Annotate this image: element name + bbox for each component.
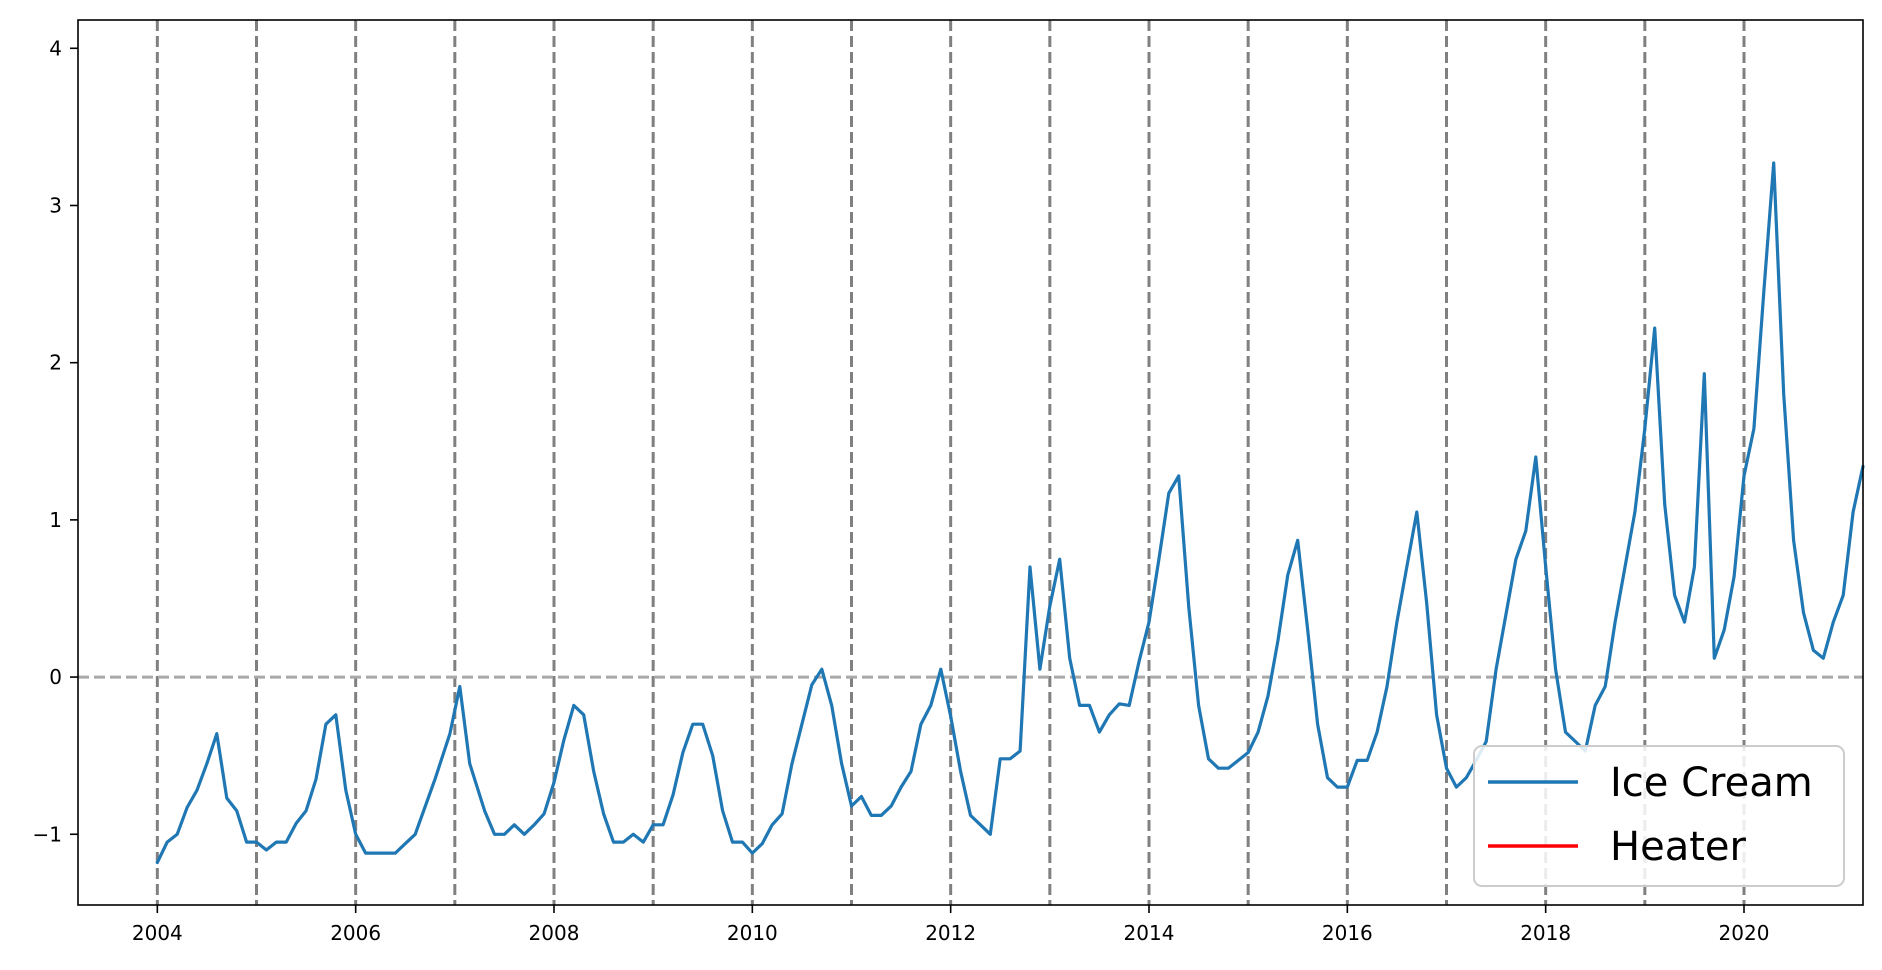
plot-frame [77, 19, 1864, 906]
x-tick-label: 2012 [925, 921, 976, 945]
y-tick-label: −1 [33, 822, 62, 846]
y-tick-label: 4 [49, 36, 62, 60]
plot-border [77, 19, 1864, 906]
x-tick-label: 2006 [330, 921, 381, 945]
x-tick-label: 2016 [1322, 921, 1373, 945]
legend-label: Ice Cream [1610, 760, 1813, 806]
x-tick-label: 2004 [132, 921, 183, 945]
x-tick-label: 2010 [727, 921, 778, 945]
x-tick-label: 2014 [1124, 921, 1175, 945]
y-tick-label: 3 [49, 193, 62, 217]
x-axis: 2004 2006 2008 2010 2012 2014 2016 2018 2020 [132, 905, 1770, 945]
y-tick-label: 1 [49, 508, 62, 532]
y-tick-label: 0 [49, 665, 62, 689]
legend-label: Heater [1610, 824, 1746, 870]
x-tick-label: 2020 [1719, 921, 1770, 945]
x-tick-label: 2008 [529, 921, 580, 945]
x-tick-label: 2018 [1520, 921, 1571, 945]
y-axis: −1 0 1 2 3 4 [33, 36, 78, 846]
legend: Ice Cream Heater [1473, 745, 1845, 887]
year-divider-lines [155, 20, 1746, 905]
y-tick-label: 2 [49, 351, 62, 375]
